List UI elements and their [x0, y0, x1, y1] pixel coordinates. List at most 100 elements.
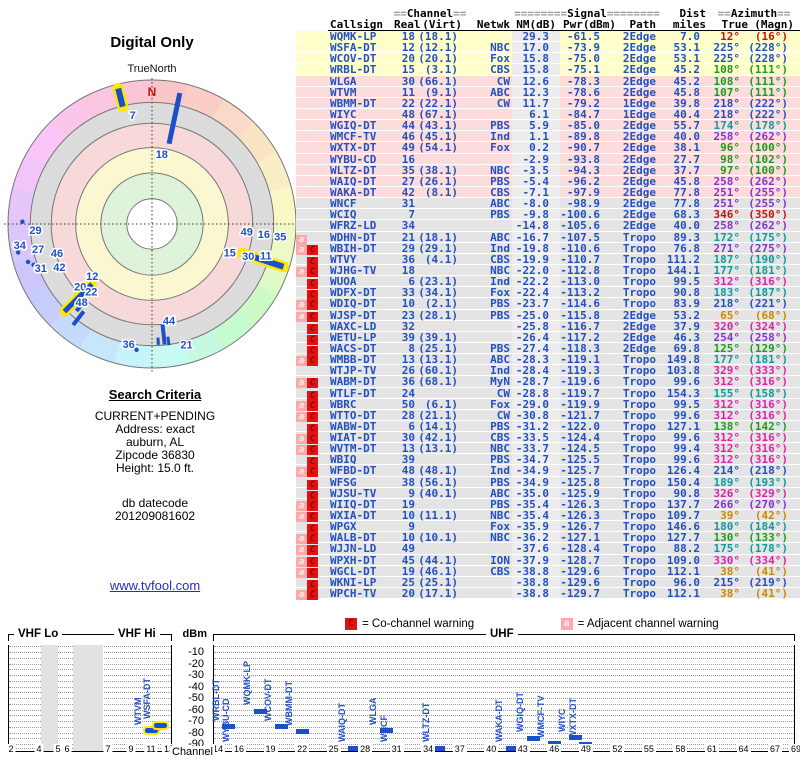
cell-nm: -22.2	[512, 276, 560, 287]
cell-cs: WFRZ-LD	[330, 219, 377, 233]
cell-net: ABC	[490, 486, 510, 500]
tvfool-link[interactable]: www.tvfool.com	[109, 578, 201, 593]
gridline	[214, 669, 794, 671]
polar-channel-label: 27	[32, 244, 44, 256]
dbm-tick: -30	[188, 669, 204, 681]
cell-virt: (44.1)	[418, 553, 458, 567]
polar-channel-label: 36	[123, 339, 135, 351]
cell-tru: 172°	[713, 230, 741, 244]
cell-tru: 312°	[713, 442, 741, 456]
warning-legend: C = Co-channel warning a = Adjacent channe…	[345, 615, 719, 630]
table-row: WXTX-DT 49 (54.1) Fox 0.2 -90.7 2Edge 38.1 96° (1…	[296, 141, 800, 155]
search-criteria-line: Height: 15.0 ft.	[115, 461, 195, 475]
cell-mi: 45.8	[673, 85, 701, 99]
cell-net: PBS	[490, 453, 510, 467]
cell-path: 2Edge	[622, 185, 656, 199]
cell-path: Tropo	[622, 464, 656, 478]
table-row: WGIQ-DT 44 (43.1) PBS 5.9 -85.0 2Edge 55.7 174° (…	[296, 120, 800, 131]
table-row: WBMM-DT 22 (22.1) CW 11.7 -79.2 1Edge 39.8 218° (…	[296, 98, 800, 109]
cell-cs: WQMK-LP	[330, 30, 377, 43]
cell-net: CW	[496, 408, 510, 422]
cell-nm: -2.9	[512, 153, 560, 165]
cell-cs: WPGX	[330, 520, 357, 534]
column-header: (Magn)	[754, 18, 794, 31]
cell-net: PBS	[490, 341, 510, 355]
cell-virt: (12.1)	[418, 41, 458, 55]
cell-path: Tropo	[622, 386, 656, 400]
north-marker: N	[148, 85, 157, 99]
cell-net: CW	[496, 96, 510, 110]
cell-pwr: -78.3	[566, 74, 600, 88]
cell-path: Tropo	[622, 542, 656, 556]
channel-tick: 4	[34, 744, 44, 755]
cell-magn: (193°)	[748, 475, 788, 489]
cell-pwr: -110.7	[560, 252, 600, 266]
cell-path: 2Edge	[622, 141, 656, 155]
cell-virt: (56.1)	[418, 475, 458, 489]
cell-net: NBC	[490, 531, 510, 545]
cell-virt: (28.1)	[418, 308, 458, 322]
cell-real: 23	[401, 308, 415, 322]
cell-virt: (23.1)	[418, 275, 458, 289]
co-channel-warning-icon: C	[307, 524, 318, 535]
cell-pwr: -125.9	[560, 486, 600, 500]
cell-magn: (181°)	[748, 263, 788, 277]
polar-channel-label: 18	[156, 149, 168, 161]
cell-net: PBS	[490, 208, 510, 222]
gridline	[214, 692, 794, 694]
cell-net: NBC	[490, 263, 510, 277]
table-row: WTVM 11 (9.1) ABC 12.3 -78.6 2Edge 45.8 107° (111…	[296, 85, 800, 99]
cell-path: Tropo	[622, 252, 656, 266]
cell-pwr: -119.9	[560, 397, 600, 411]
spectrum-el	[8, 634, 9, 641]
cell-magn: (255°)	[748, 185, 788, 199]
cell-magn: (329°)	[748, 486, 788, 500]
cell-virt: (29.1)	[418, 241, 458, 255]
table-row: WFRZ-LD 34 -14.8 -105.6 2Edge 40.0 258° (262°)	[296, 219, 800, 233]
table-row: WIYC 48 (67.1) 6.1 -84.7 1Edge 40.4 218° (222°)	[296, 109, 800, 120]
cell-magn: (158°)	[748, 386, 788, 400]
co-channel-warning-icon: C	[307, 300, 318, 311]
polar-channel-label: 21	[180, 339, 192, 351]
cell-nm: -3.5	[512, 164, 560, 176]
cell-nm: 15.8	[512, 53, 560, 65]
cell-net: Fox	[490, 286, 510, 300]
cell-virt: (43.1)	[418, 119, 458, 133]
cell-net: Ind	[490, 275, 510, 289]
channel-tick: 13	[161, 744, 177, 755]
channel-tick: 64	[736, 744, 751, 755]
cell-magn: (175°)	[748, 230, 788, 244]
cell-magn: (221°)	[748, 297, 788, 311]
cell-virt: (67.1)	[418, 107, 458, 121]
signal-table: ==Channel== ========Signal======== Dist ==A…	[296, 8, 800, 604]
cell-real: 10	[401, 509, 415, 523]
warning-markers	[296, 142, 330, 152]
cell-real: 38	[401, 475, 415, 489]
table-row: a C WTTO-DT 28 (21.1) CW -30.8 -121.7 Tropo 99.6 3…	[296, 408, 800, 422]
cell-real: 30	[401, 431, 415, 445]
cell-nm: -22.0	[512, 265, 560, 276]
spectrum-el	[213, 634, 214, 641]
warning-markers: C	[296, 577, 330, 590]
cell-mi: 89.3	[673, 230, 701, 244]
cell-tru: 254°	[713, 330, 741, 344]
cell-real: 8	[408, 341, 415, 355]
uhf-label: UHF	[486, 628, 518, 640]
cell-cs: WTVY	[330, 252, 357, 266]
station-signal-bar	[379, 728, 393, 734]
search-criteria-line: Address: exact	[115, 422, 195, 436]
cell-mi: 88.2	[673, 542, 701, 556]
polar-channel-label: 20	[74, 281, 86, 293]
cell-mi: 53.1	[673, 52, 701, 66]
cell-path: 2Edge	[622, 341, 656, 355]
cell-real: 49	[401, 542, 415, 556]
cell-net: CBS	[490, 185, 510, 199]
cell-pwr: -124.5	[560, 442, 600, 456]
cell-path: Tropo	[622, 297, 656, 311]
station-label: WCOV-DT	[263, 678, 274, 721]
warning-markers: C	[296, 254, 330, 267]
